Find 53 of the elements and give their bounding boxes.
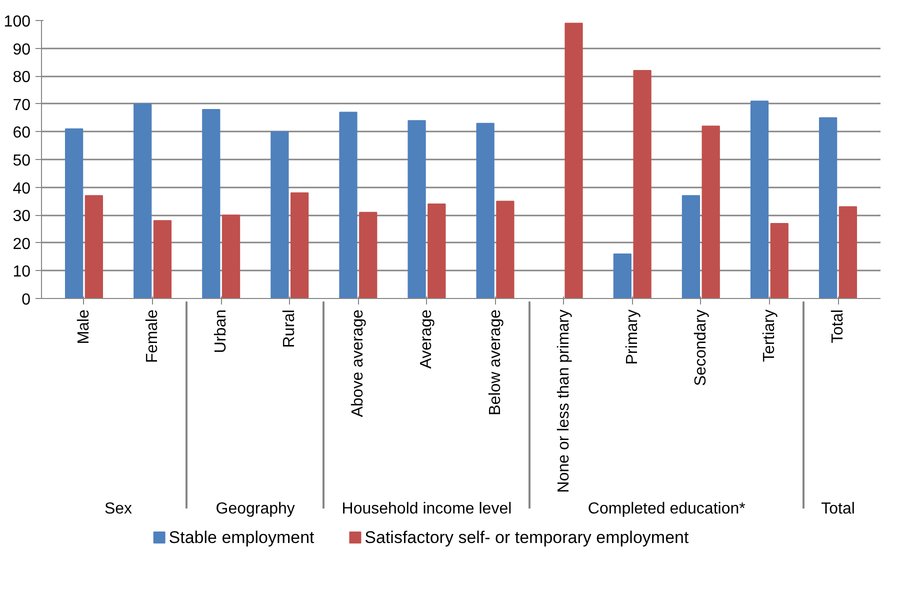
y-tick-label: 70 (12, 96, 31, 114)
bar (134, 103, 152, 298)
y-tick-label: 20 (12, 236, 31, 253)
x-tick-label: Secondary (692, 309, 710, 386)
bar (290, 192, 309, 298)
x-tick-label: Total (830, 310, 846, 344)
bar (222, 214, 240, 298)
y-tick-label: 10 (12, 264, 31, 281)
legend-label: Satisfactory self- or temporary employment (364, 528, 689, 547)
y-tick-label: 50 (12, 152, 31, 170)
bar (339, 112, 358, 298)
x-tick-label: Urban (212, 310, 230, 354)
x-tick-label: Male (76, 309, 92, 344)
x-tick-label: Female (144, 309, 162, 363)
bar (838, 206, 858, 298)
bar (64, 128, 84, 298)
bar (428, 203, 446, 298)
y-tick-label: 80 (12, 69, 31, 86)
bar (496, 200, 514, 298)
text: Household income level (342, 500, 512, 518)
text: Sex (104, 500, 132, 518)
bar (770, 222, 788, 298)
x-tick-label: None or less than primary (555, 310, 572, 493)
text: Completed education* (588, 500, 746, 518)
bar (408, 120, 426, 298)
x-tick-label: Tertiary (760, 310, 778, 362)
x-tick-label: Below average (486, 309, 504, 416)
bar (202, 108, 220, 298)
x-tick-label: Rural (281, 310, 298, 348)
bar (682, 195, 700, 298)
y-tick-label: 90 (12, 41, 31, 58)
bar (818, 117, 838, 298)
y-tick-label: 60 (12, 124, 31, 142)
x-tick-label: Average (418, 309, 436, 369)
bar (84, 195, 104, 298)
y-tick-label: 30 (12, 208, 31, 226)
bar (564, 22, 583, 298)
text: Total (821, 500, 855, 518)
y-tick-label: 40 (12, 180, 31, 198)
x-tick-label: Above average (350, 309, 367, 418)
bar (633, 70, 652, 298)
text: Geography (216, 500, 295, 518)
bar (153, 220, 172, 298)
bar (702, 126, 720, 298)
bar (613, 254, 632, 298)
bar (359, 212, 378, 298)
bar (270, 131, 289, 298)
legend-label: Stable employment (168, 528, 315, 547)
y-tick-label: 100 (4, 14, 31, 30)
bar (476, 122, 494, 298)
y-tick-label: 0 (22, 292, 31, 308)
bar (750, 100, 769, 298)
x-tick-label: Primary (624, 310, 641, 365)
